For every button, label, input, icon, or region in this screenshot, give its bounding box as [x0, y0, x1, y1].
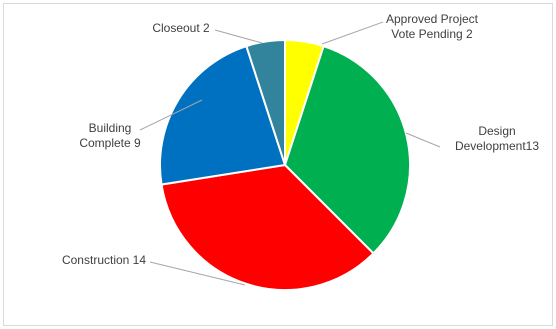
pie-slices	[159, 38, 411, 291]
data-label-closeout: Closeout 2	[152, 21, 210, 35]
pie-slice-building-complete	[159, 44, 287, 186]
pie-slice-design-development	[283, 44, 411, 255]
pie-slice-construction	[160, 163, 375, 291]
leader-line-approved-vote-pending	[321, 21, 384, 45]
leader-line-construction	[149, 261, 246, 286]
data-labels: Approved Project Vote Pending 2 Design Deve…	[62, 12, 539, 267]
data-label-line: Construction 14	[62, 253, 146, 267]
leader-line-closeout	[214, 29, 263, 44]
leader-lines	[139, 21, 441, 286]
data-label-line: Closeout 2	[152, 21, 210, 35]
data-label-construction: Construction 14	[62, 253, 146, 267]
leader-line-building-complete	[139, 99, 203, 131]
data-label-line: Building	[89, 121, 132, 135]
data-label-building-complete: Building Complete 9	[79, 121, 141, 150]
leader-line-design-development	[405, 132, 441, 148]
data-label-line: Vote Pending 2	[391, 27, 473, 41]
data-label-line: Complete 9	[79, 136, 141, 150]
pie-slice-closeout	[245, 38, 286, 166]
data-label-line: Design	[478, 124, 515, 138]
data-label-line: Development13	[455, 139, 539, 153]
data-label-design-development: Design Development13	[455, 124, 539, 153]
data-label-approved-vote-pending: Approved Project Vote Pending 2	[386, 12, 479, 41]
data-label-line: Approved Project	[386, 12, 479, 26]
